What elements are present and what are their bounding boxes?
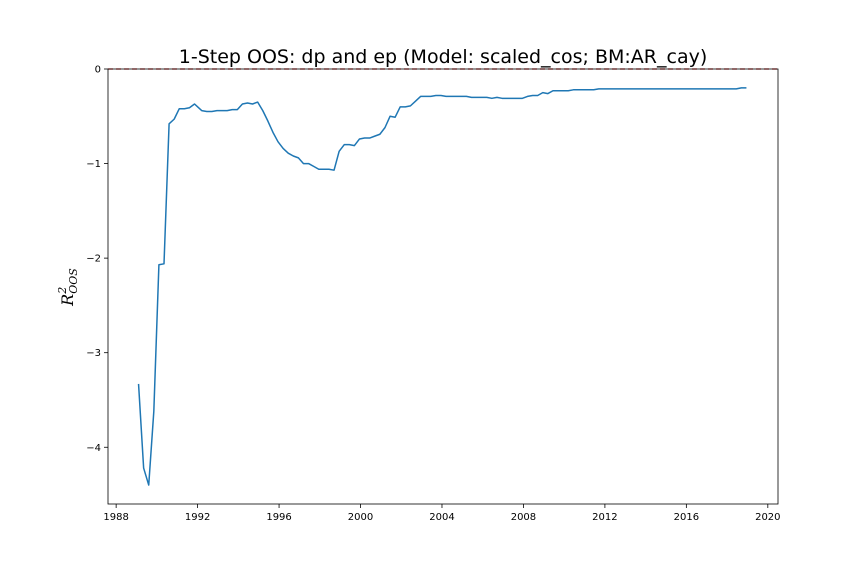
x-tick-label: 1992 xyxy=(185,512,210,523)
series-line-0 xyxy=(137,87,747,486)
x-tick-label: 2004 xyxy=(429,512,454,523)
x-tick-label: 2000 xyxy=(348,512,373,523)
x-tick-label: 1996 xyxy=(266,512,291,523)
plot-area xyxy=(107,68,779,505)
x-axis: 1988 1992 1996 2000 2004 2008 2012 2016 2020 xyxy=(103,504,781,523)
svg-text:R2OOS: R2OOS xyxy=(56,268,80,307)
y-axis-label-sub: OOS xyxy=(67,268,80,294)
y-tick-label: −3 xyxy=(86,348,101,359)
x-tick-label: 1988 xyxy=(103,512,128,523)
y-tick-label: −4 xyxy=(86,443,101,454)
x-tick-label: 2020 xyxy=(755,512,780,523)
y-axis-label-sup: 2 xyxy=(56,287,69,295)
y-axis-label-main: R xyxy=(58,294,77,307)
plot-frame xyxy=(107,68,779,505)
y-tick-label: −1 xyxy=(86,159,101,170)
chart-title: 1-Step OOS: dp and ep (Model: scaled_cos… xyxy=(179,46,708,68)
x-tick-label: 2012 xyxy=(592,512,617,523)
y-tick-label: −2 xyxy=(86,254,101,265)
y-axis: 0 −1 −2 −3 −4 xyxy=(86,65,108,454)
x-tick-label: 2016 xyxy=(674,512,699,523)
x-tick-label: 2008 xyxy=(511,512,536,523)
y-axis-label: R2OOS xyxy=(56,268,80,307)
y-tick-label: 0 xyxy=(95,65,101,76)
